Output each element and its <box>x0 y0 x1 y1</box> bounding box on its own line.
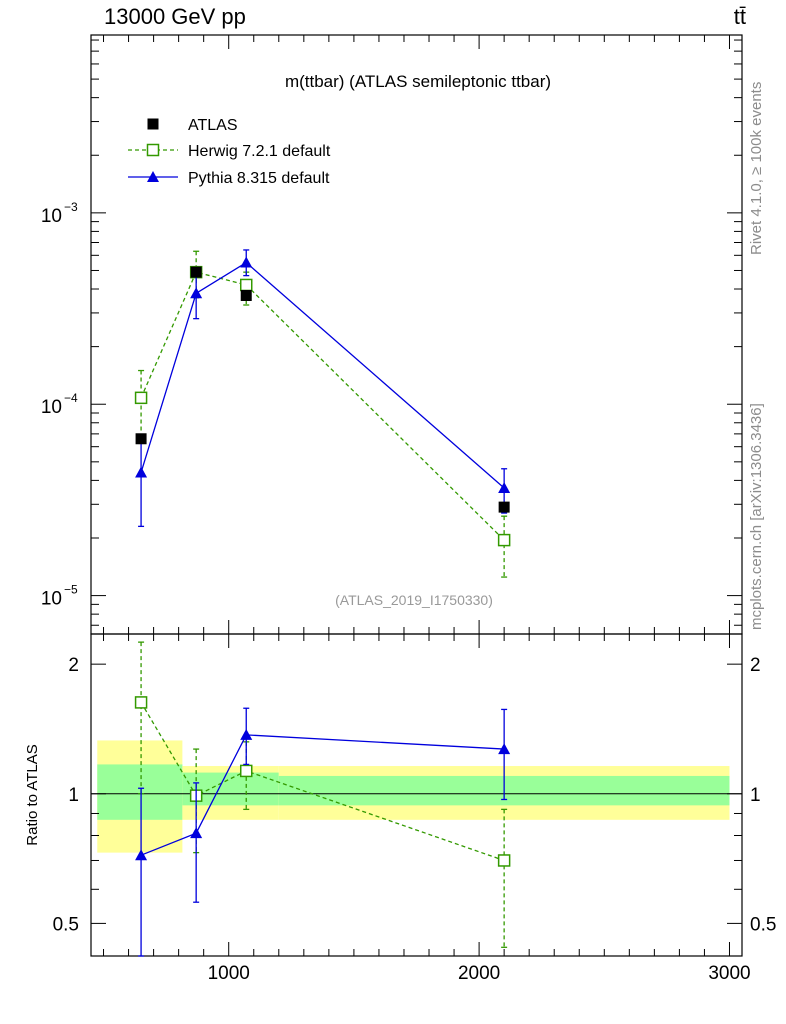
atlas-point <box>240 289 252 301</box>
band-inner-0 <box>97 764 183 820</box>
main-y-tick-exponent: −3 <box>64 200 78 214</box>
pythia-point <box>240 728 253 740</box>
herwig-point <box>497 854 511 867</box>
legend-label: Pythia 8.315 default <box>188 170 330 187</box>
ratio-y-tick-label: 1 <box>68 785 79 806</box>
data-series <box>134 249 511 957</box>
herwig-point <box>239 764 253 778</box>
atlas-point <box>190 266 202 278</box>
analysis-tag: (ATLAS_2019_I1750330) <box>335 592 493 608</box>
pythia-point <box>190 827 203 839</box>
header-final-state-label: tt̄ <box>733 4 746 29</box>
pythia-point <box>498 743 511 755</box>
herwig-point <box>134 391 148 405</box>
herwig-point <box>146 143 160 157</box>
pythia-point <box>135 466 148 478</box>
x-tick-label: 1000 <box>208 963 250 984</box>
atlas-point <box>147 118 159 130</box>
pythia-point <box>190 287 203 299</box>
pythia-point <box>498 481 511 493</box>
x-tick-label: 3000 <box>708 963 750 984</box>
main-y-tick-exponent: −5 <box>64 583 78 597</box>
pythia-ratio-line <box>140 734 505 856</box>
ratio-y-tick-label-right: 1 <box>750 785 761 806</box>
pythia-point <box>135 849 148 861</box>
herwig-point <box>239 278 253 292</box>
pythia-main-line <box>140 261 505 489</box>
main-y-tick-exponent: −4 <box>64 391 78 405</box>
ratio-y-tick-label: 2 <box>68 655 79 676</box>
ratio-panel-frame <box>90 633 743 957</box>
pythia-point <box>240 256 253 268</box>
legend-label: ATLAS <box>188 117 238 134</box>
atlas-point <box>135 433 147 445</box>
legend-label: Herwig 7.2.1 default <box>188 143 331 160</box>
ratio-y-tick-label: 0.5 <box>53 914 79 935</box>
ratio-y-tick-label-right: 0.5 <box>750 914 776 935</box>
main-y-tick-label: 10 <box>41 206 62 227</box>
chart-title: m(ttbar) (ATLAS semileptonic ttbar) <box>285 72 551 91</box>
herwig-point <box>134 696 148 709</box>
herwig-point <box>497 533 511 547</box>
x-tick-label: 2000 <box>458 963 500 984</box>
main-y-tick-label: 10 <box>41 589 62 610</box>
main-y-tick-label: 10 <box>41 397 62 418</box>
atlas-point <box>498 501 510 513</box>
header-process-label: 13000 GeV pp <box>104 4 246 29</box>
ratio-y-tick-label-right: 2 <box>750 655 761 676</box>
ratio-axis-label: Ratio to ATLAS <box>24 744 41 845</box>
legend: ATLAS Herwig 7.2.1 default Pythia 8.315 de… <box>128 117 331 187</box>
pythia-point <box>147 171 159 182</box>
